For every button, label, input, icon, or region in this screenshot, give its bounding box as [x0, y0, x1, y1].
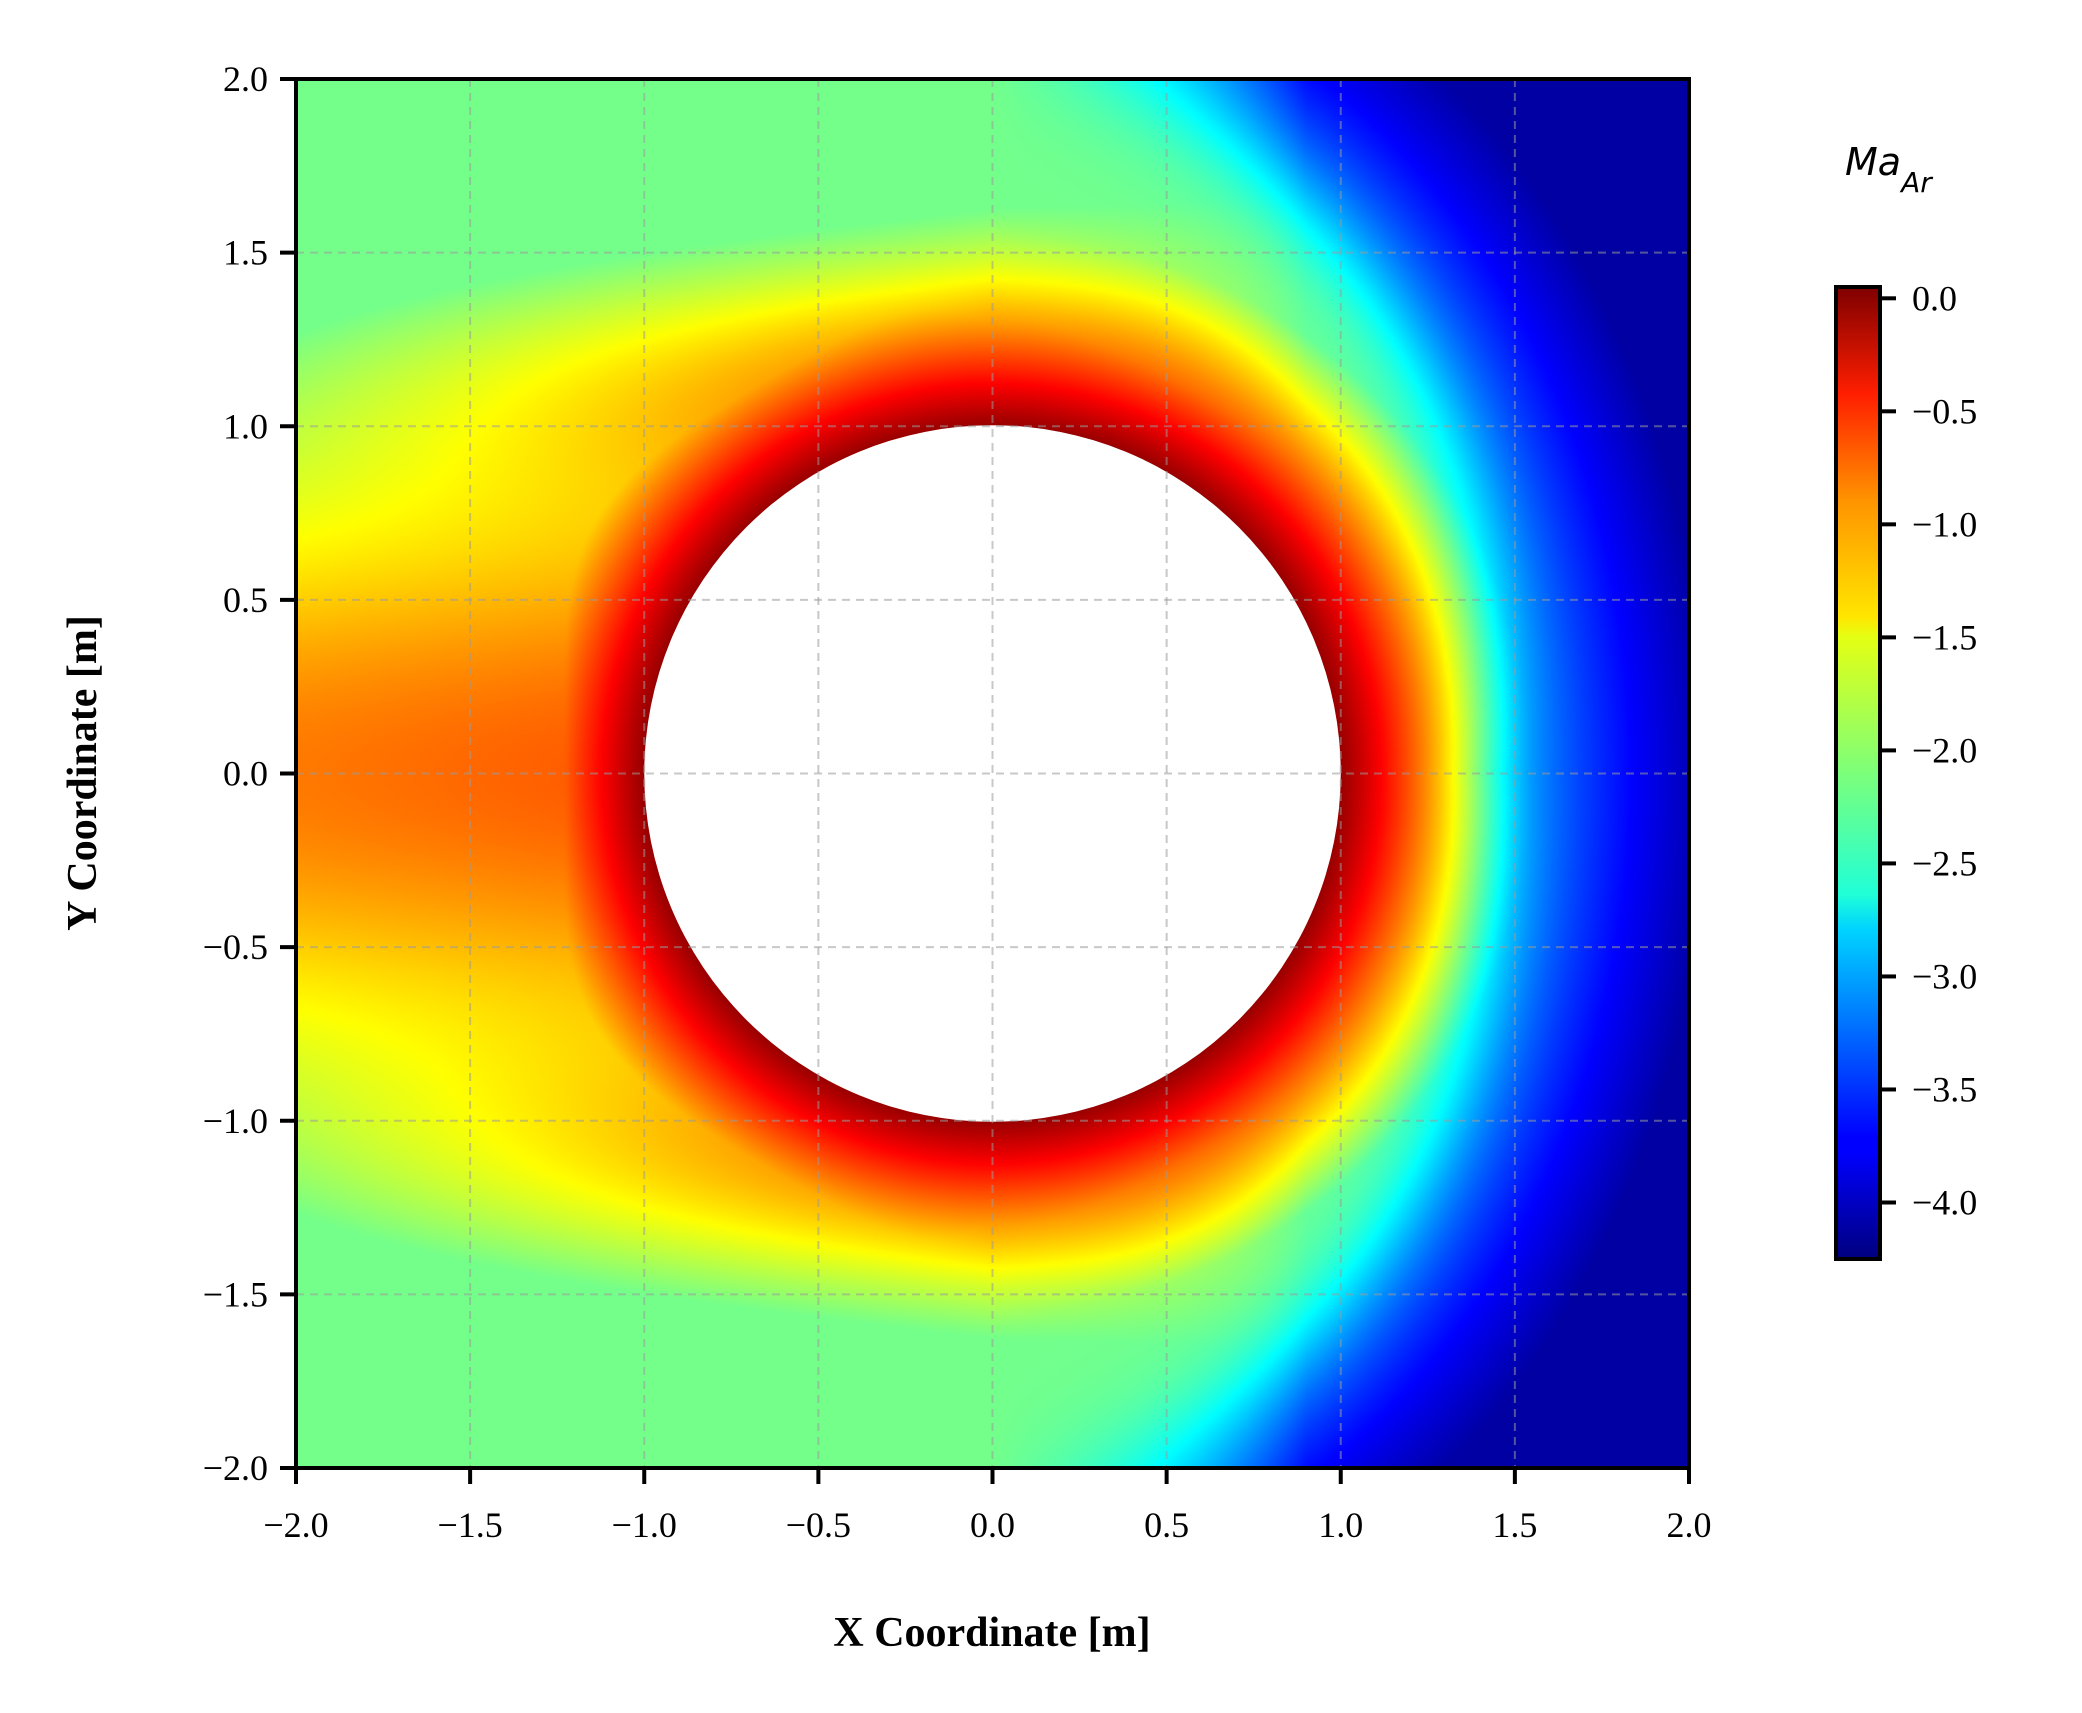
x-axis-ticks: −2.0 −1.5 −1.0 −0.5 0.0 0.5 1.0 1.5 2.0	[263, 1468, 1712, 1545]
y-tick-label: −1.5	[203, 1274, 268, 1314]
colorbar: MaAr 0.0 −0.5 −1.0 −1.5 −2.0 −2.5 −3.0 −3.5 −4.0	[1834, 140, 1977, 1261]
colorbar-tick-label: −4.0	[1912, 1182, 1977, 1222]
x-tick-label: 0.5	[1144, 1505, 1189, 1545]
colorbar-tick-label: −3.0	[1912, 956, 1977, 996]
y-tick-label: −1.0	[203, 1101, 268, 1141]
grid-lines	[296, 79, 1689, 1468]
colorbar-ticks: 0.0 −0.5 −1.0 −1.5 −2.0 −2.5 −3.0 −3.5 −4.0	[1880, 278, 1977, 1222]
x-tick-label: −0.5	[786, 1505, 851, 1545]
x-tick-label: 1.5	[1492, 1505, 1537, 1545]
colorbar-tick-label: −2.5	[1912, 843, 1977, 883]
colorbar-title: MaAr	[1845, 140, 1933, 199]
y-axis-ticks: −2.0 −1.5 −1.0 −0.5 0.0 0.5 1.0 1.5 2.0	[203, 59, 296, 1488]
y-tick-label: 0.0	[223, 754, 268, 794]
x-tick-label: −1.5	[437, 1505, 502, 1545]
colorbar-tick-label: −1.0	[1912, 504, 1977, 544]
x-axis-label: X Coordinate [m]	[833, 1610, 1150, 1656]
y-tick-label: 1.5	[223, 233, 268, 273]
colorbar-tick-label: −3.5	[1912, 1069, 1977, 1109]
y-tick-label: −0.5	[203, 927, 268, 967]
y-tick-label: 2.0	[223, 59, 268, 99]
y-tick-label: −2.0	[203, 1448, 268, 1488]
x-tick-label: 2.0	[1667, 1505, 1712, 1545]
colorbar-tick-label: −2.0	[1912, 730, 1977, 770]
x-tick-label: 0.0	[970, 1505, 1015, 1545]
colorbar-tick-label: −0.5	[1912, 391, 1977, 431]
colorbar-gradient	[1834, 285, 1882, 1261]
x-tick-label: −2.0	[263, 1505, 328, 1545]
x-tick-label: 1.0	[1318, 1505, 1363, 1545]
x-tick-label: −1.0	[612, 1505, 677, 1545]
y-tick-label: 0.5	[223, 580, 268, 620]
colorbar-tick-label: 0.0	[1912, 278, 1957, 318]
colorbar-tick-label: −1.5	[1912, 617, 1977, 657]
y-axis-label: Y Coordinate [m]	[60, 615, 106, 931]
y-tick-label: 1.0	[223, 406, 268, 446]
